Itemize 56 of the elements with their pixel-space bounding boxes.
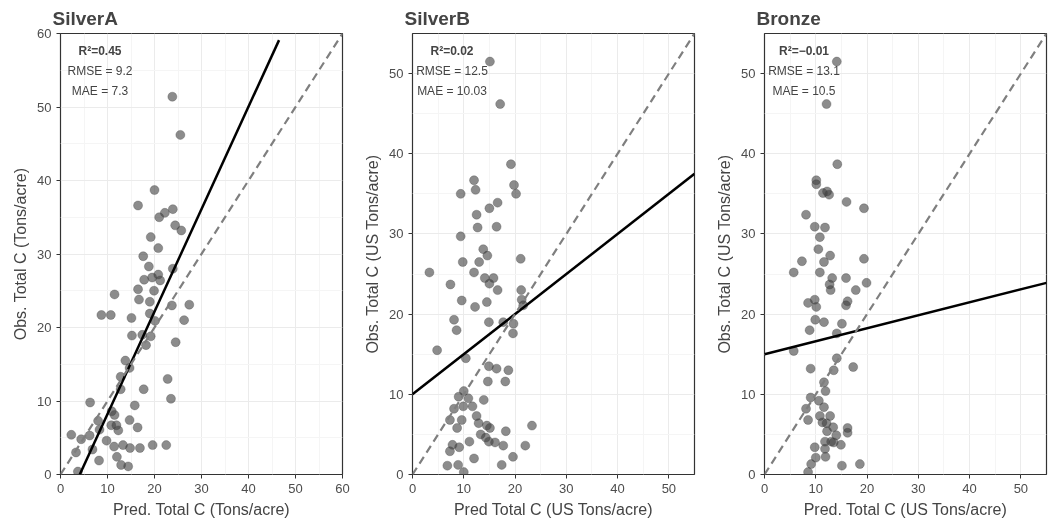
y-tick-label: 50 (741, 66, 756, 82)
annotation: MAE = 10.03 (417, 83, 488, 98)
y-tick-label: 30 (37, 246, 52, 262)
y-tick-label: 50 (37, 99, 52, 115)
y-tick-label: 0 (748, 467, 756, 482)
annotation: MAE = 10.5 (772, 83, 836, 98)
x-tick-label: 0 (408, 480, 417, 496)
chart-title: SilverB (404, 7, 470, 29)
x-tick-label: 40 (962, 480, 977, 496)
x-tick-label: 10 (808, 480, 824, 496)
y-axis-title: Obs. Total C (US Tons/acre) (716, 154, 734, 354)
y-tick-label: 50 (389, 66, 404, 82)
x-tick-label: 50 (661, 480, 677, 496)
x-tick-label: 40 (610, 480, 625, 496)
x-tick-label: 20 (147, 480, 162, 496)
x-tick-label: 50 (288, 480, 303, 496)
y-axis-title: Obs. Total C (Tons/acre) (12, 168, 30, 341)
x-tick-label: 10 (100, 480, 115, 496)
x-tick-label: 30 (194, 480, 209, 496)
x-tick-label: 30 (559, 480, 574, 496)
x-tick-label: 30 (911, 480, 926, 496)
y-tick-label: 10 (37, 393, 52, 409)
y-tick-label: 20 (741, 306, 756, 322)
y-tick-label: 30 (389, 226, 404, 242)
x-tick-label: 20 (859, 480, 875, 496)
annotation: R²=0.02 (430, 44, 474, 59)
x-axis-title: Pred. Total C (Tons/acre) (113, 500, 290, 518)
y-tick-label: 0 (44, 467, 52, 482)
y-tick-label: 40 (37, 173, 52, 188)
annotation: R²=0.45 (78, 44, 122, 59)
y-tick-label: 20 (37, 320, 52, 335)
x-axis-title: Pred. Total C (US Tons/acre) (803, 500, 1007, 518)
x-tick-label: 10 (456, 480, 472, 496)
y-tick-label: 40 (741, 146, 756, 162)
x-tick-label: 40 (241, 480, 256, 496)
chart-title: SilverA (52, 7, 119, 29)
y-tick-label: 40 (389, 146, 404, 162)
chart-title: Bronze (756, 7, 821, 29)
y-tick-label: 10 (741, 386, 756, 402)
x-tick-label: 0 (56, 480, 65, 496)
y-tick-label: 30 (741, 226, 756, 242)
y-tick-label: 0 (396, 467, 404, 482)
x-tick-label: 0 (760, 480, 769, 496)
annotation: RMSE = 12.5 (416, 63, 489, 78)
y-tick-label: 10 (389, 386, 404, 402)
x-tick-label: 60 (335, 480, 350, 496)
y-tick-label: 60 (37, 26, 52, 41)
x-tick-label: 20 (507, 480, 523, 496)
y-axis-title: Obs. Total C (US Tons/acre) (364, 154, 382, 354)
x-axis-title: Pred Total C (US Tons/acre) (453, 500, 653, 518)
x-tick-label: 50 (1013, 480, 1029, 496)
y-tick-label: 20 (389, 306, 404, 322)
annotation: R²=−0.01 (778, 44, 830, 59)
annotation: RMSE = 9.2 (67, 63, 133, 78)
annotation: RMSE = 13.1 (768, 63, 841, 78)
annotation: MAE = 7.3 (71, 83, 129, 98)
